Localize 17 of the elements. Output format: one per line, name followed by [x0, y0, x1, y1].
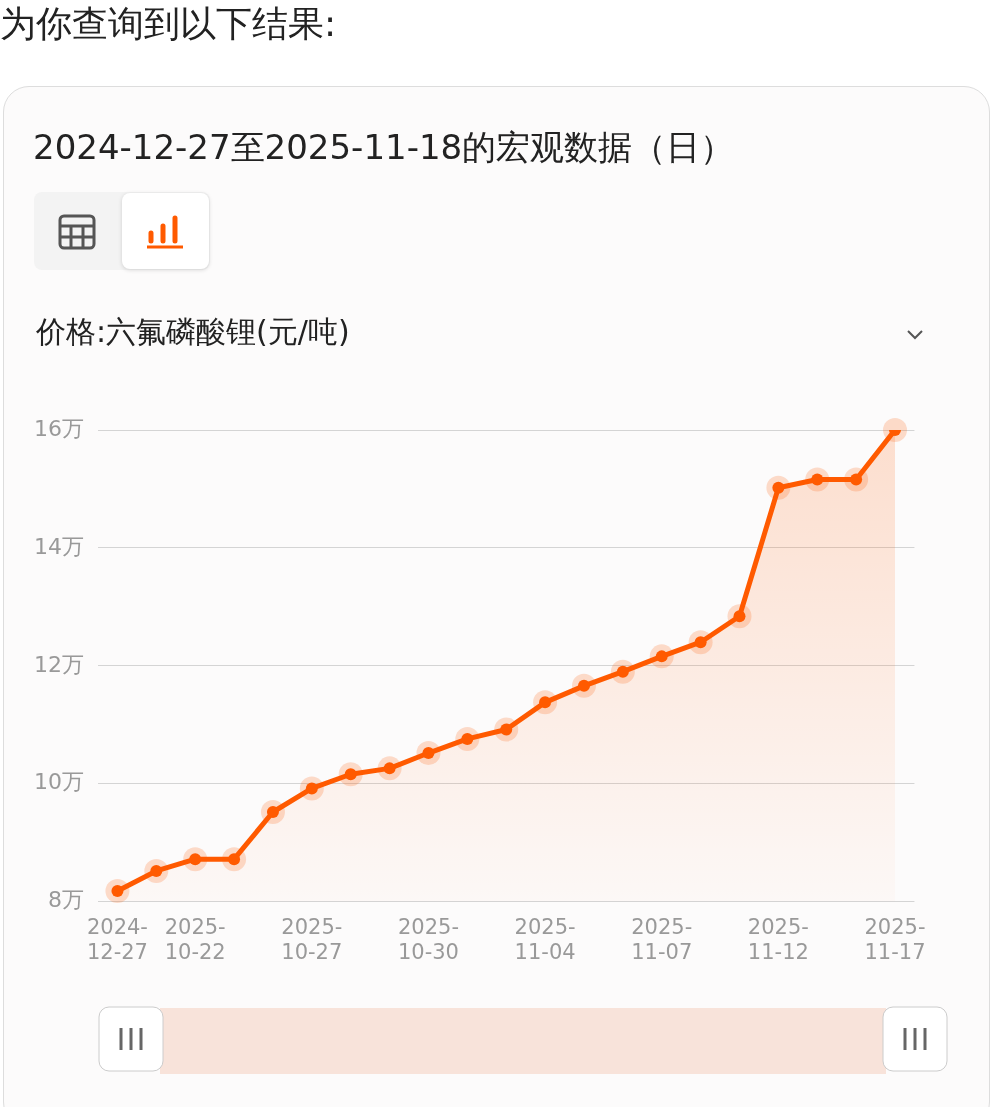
y-tick-label: 10万: [33, 769, 84, 795]
x-tick-label: 2025-11-12: [747, 914, 809, 964]
text: 为你查询到以下结果:: [0, 2, 337, 46]
y-tick-label: 8万: [47, 887, 84, 913]
x-tick-label: 2025-10-27: [281, 914, 343, 964]
x-tick-label: 2024-12-27: [86, 914, 148, 964]
y-tick-label: 12万: [33, 651, 84, 677]
point: [883, 418, 908, 442]
x-tick-label: 2025-10-30: [397, 914, 459, 964]
chart-subtitle: 价格:六氟磷酸锂(元/吨): [36, 313, 350, 351]
y-tick-label: 14万: [33, 533, 84, 559]
x-tick-label: 2025-10-22: [164, 914, 226, 964]
x-tick-label: 2025-11-07: [631, 914, 693, 964]
x-tick-label: 2025-11-04: [514, 914, 576, 964]
x-tick-label: 2025-11-17: [864, 914, 926, 964]
chart-title: 2024-12-27至2025-11-18的宏观数据（日）: [33, 126, 735, 169]
y-tick-label: 16万: [33, 415, 84, 441]
